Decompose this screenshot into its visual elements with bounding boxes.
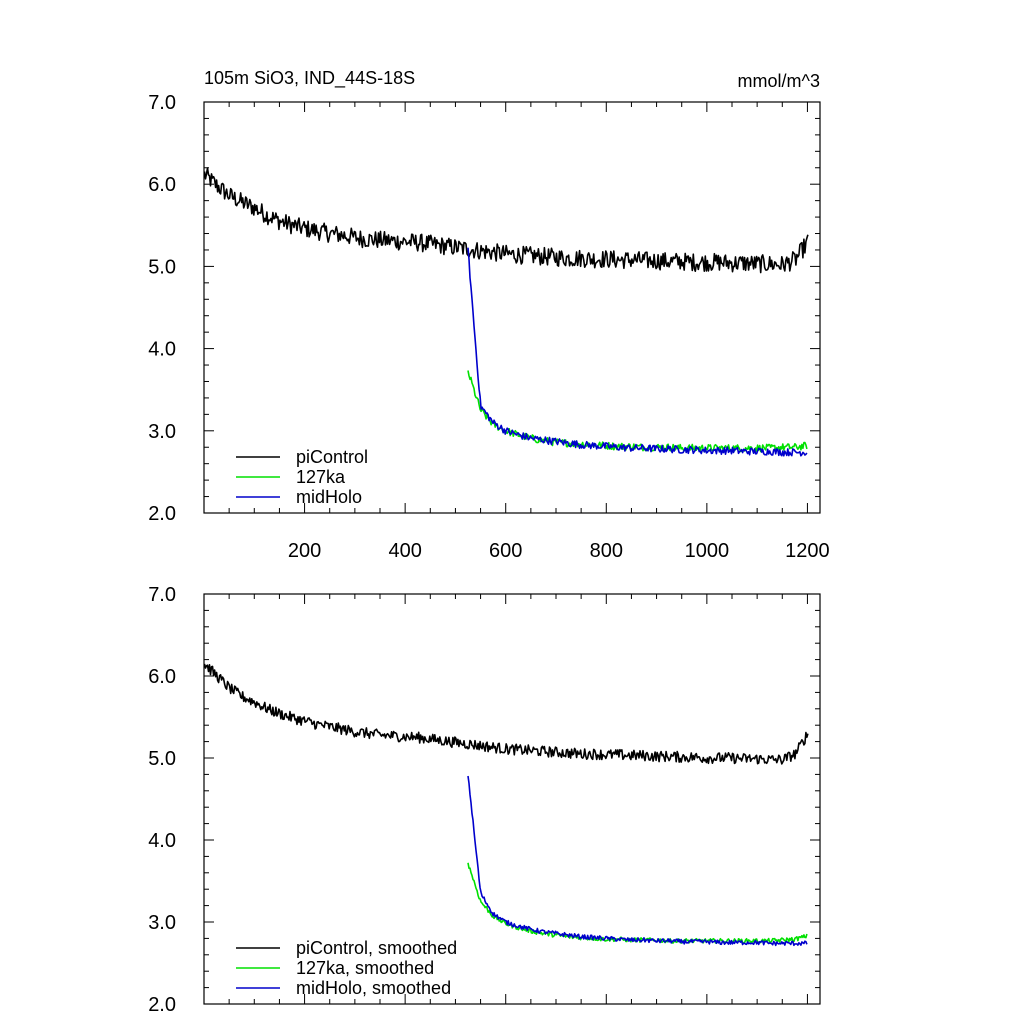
x-tick-label: 200 bbox=[288, 540, 321, 562]
series-line bbox=[467, 775, 808, 947]
legend-label: midHolo bbox=[296, 487, 362, 507]
legend-label: piControl, smoothed bbox=[296, 938, 457, 958]
y-tick-label: 5.0 bbox=[148, 256, 176, 278]
chart-title-left: 105m SiO3, IND_44S-18S bbox=[204, 68, 415, 89]
y-tick-label: 7.0 bbox=[148, 584, 176, 606]
legend-label: piControl bbox=[296, 447, 368, 467]
series-line bbox=[467, 862, 808, 944]
x-tick-label: 600 bbox=[489, 540, 522, 562]
y-tick-label: 3.0 bbox=[148, 912, 176, 934]
series-line bbox=[203, 663, 809, 765]
y-tick-label: 2.0 bbox=[148, 994, 176, 1016]
y-tick-label: 2.0 bbox=[148, 503, 176, 525]
series-line bbox=[467, 370, 808, 453]
x-tick-label: 800 bbox=[590, 540, 623, 562]
series-line bbox=[467, 247, 808, 457]
x-tick-label: 1200 bbox=[785, 540, 830, 562]
series-line bbox=[203, 167, 809, 274]
top-panel: 200 400 600 800 1000 1200 2.0 3.0 4.0 5.0 6.0 7.0 pi… bbox=[148, 92, 829, 562]
y-tick-label: 5.0 bbox=[148, 748, 176, 770]
y-tick-label: 7.0 bbox=[148, 92, 176, 114]
legend-label: 127ka bbox=[296, 467, 346, 487]
y-tick-label: 6.0 bbox=[148, 174, 176, 196]
x-tick-label: 400 bbox=[388, 540, 421, 562]
bottom-panel: 2.0 3.0 4.0 5.0 6.0 7.0 piControl, smoothed127… bbox=[148, 584, 821, 1016]
y-tick-label: 4.0 bbox=[148, 339, 176, 361]
legend-label: 127ka, smoothed bbox=[296, 958, 434, 978]
plot-frame bbox=[203, 101, 821, 514]
x-tick-label: 1000 bbox=[685, 540, 730, 562]
chart-units-label: mmol/m^3 bbox=[738, 71, 820, 91]
legend-label: midHolo, smoothed bbox=[296, 978, 451, 998]
plot-frame bbox=[203, 593, 821, 1005]
y-tick-label: 4.0 bbox=[148, 830, 176, 852]
y-tick-label: 6.0 bbox=[148, 666, 176, 688]
y-tick-label: 3.0 bbox=[148, 421, 176, 443]
